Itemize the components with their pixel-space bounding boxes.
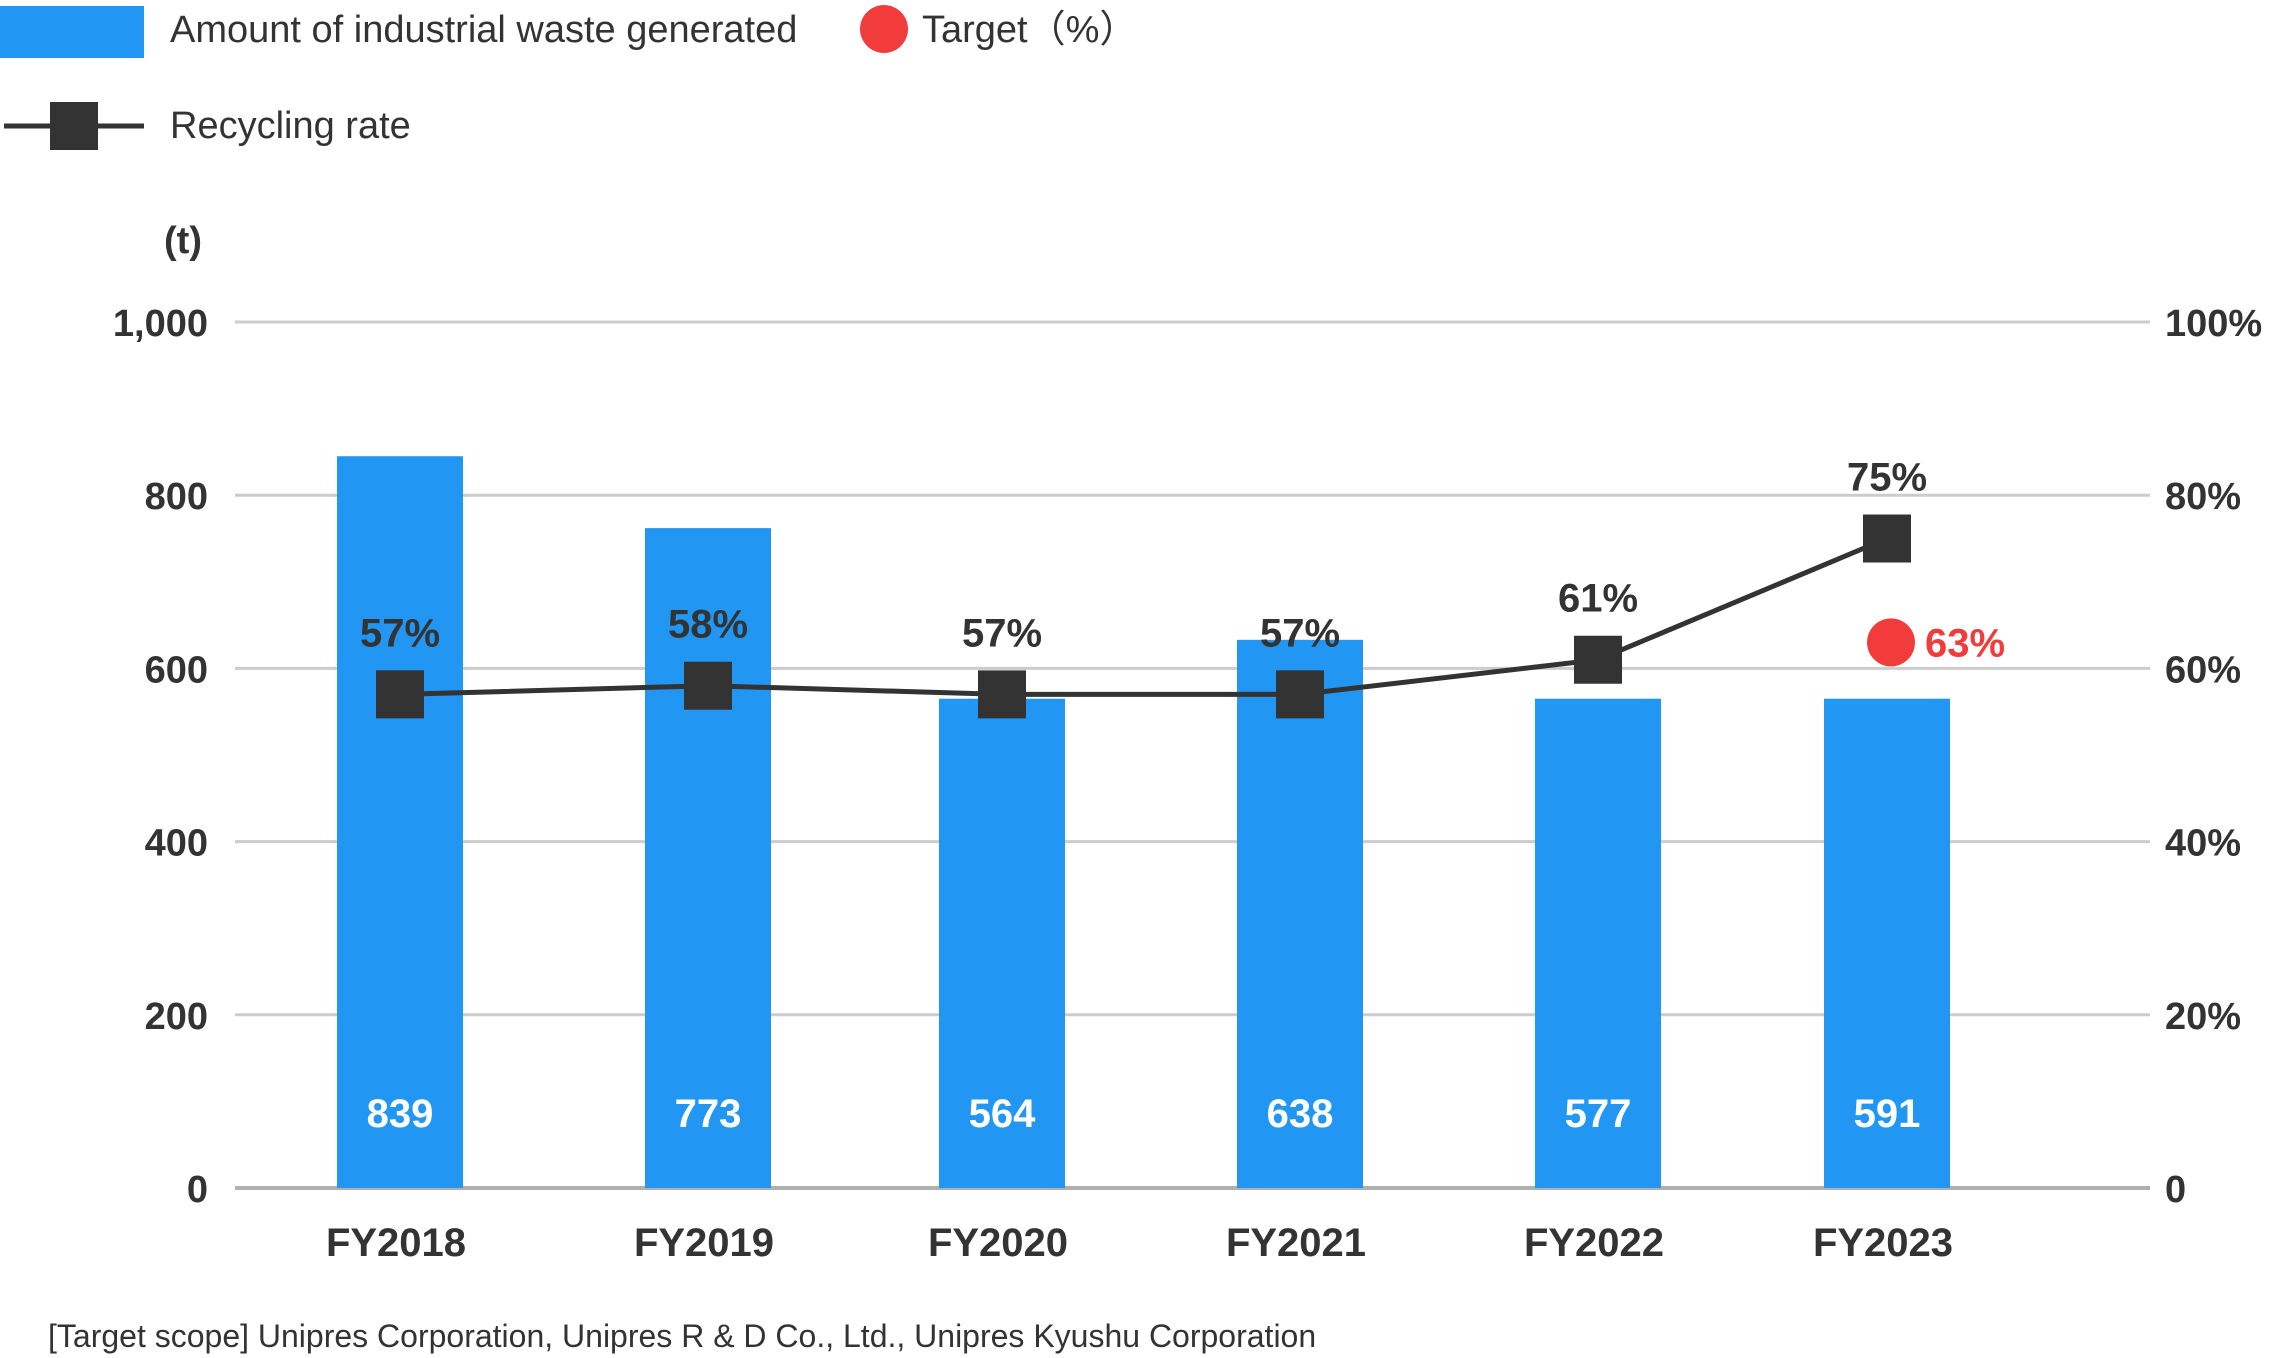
- legend-swatch-marker: [50, 102, 98, 150]
- right-tick-label: 100%: [2165, 303, 2262, 345]
- bar: [1237, 639, 1363, 1188]
- right-tick-label: 80%: [2165, 476, 2241, 518]
- category-label: FY2021: [1226, 1221, 1366, 1265]
- bar-value-label: 564: [969, 1092, 1036, 1136]
- line-marker: [376, 670, 424, 719]
- bar: [939, 698, 1065, 1188]
- right-tick-label: 0: [2165, 1169, 2186, 1211]
- line-marker: [1574, 635, 1622, 684]
- right-tick-label: 40%: [2165, 823, 2241, 865]
- left-tick-label: 800: [145, 476, 208, 518]
- rate-value-label: 58%: [668, 603, 748, 647]
- bar: [1535, 698, 1661, 1188]
- right-axis: 0 20% 40% 60% 80% 100%: [2165, 303, 2262, 1211]
- left-tick-label: 600: [145, 649, 208, 691]
- legend-label-target: Target（%）: [922, 9, 1137, 51]
- left-tick-label: 1,000: [113, 303, 208, 345]
- legend: Amount of industrial waste generated Targ…: [0, 5, 1137, 150]
- legend-label-recycling: Recycling rate: [170, 105, 411, 147]
- left-tick-label: 400: [145, 823, 208, 865]
- left-tick-label: 200: [145, 996, 208, 1038]
- legend-swatch-waste: [0, 6, 144, 58]
- line-series: 57% 58% 57% 57% 61% 75%: [360, 456, 1927, 719]
- legend-swatch-target: [860, 5, 908, 53]
- category-label: FY2022: [1524, 1221, 1664, 1265]
- bar: [337, 456, 463, 1189]
- rate-value-label: 57%: [962, 611, 1042, 655]
- target-marker: [1867, 618, 1915, 667]
- rate-value-label: 57%: [1260, 611, 1340, 655]
- line-marker: [978, 670, 1026, 719]
- category-label: FY2023: [1813, 1221, 1953, 1265]
- line-marker: [1276, 670, 1324, 719]
- category-axis: FY2018 FY2019 FY2020 FY2021 FY2022 FY2023: [326, 1221, 1953, 1265]
- target-series: 63%: [1867, 618, 2005, 667]
- left-axis: (t) 0 200 400 600 800 1,000: [113, 220, 208, 1211]
- rate-value-label: 61%: [1558, 577, 1638, 621]
- footnote: [Target scope] Unipres Corporation, Unip…: [48, 1318, 1317, 1354]
- left-axis-unit: (t): [164, 220, 202, 262]
- recycling-rate-line: [399, 536, 1888, 697]
- category-label: FY2018: [326, 1221, 466, 1265]
- bar-series: 839 773 564 638 577 591: [337, 456, 1950, 1189]
- left-tick-label: 0: [187, 1169, 208, 1211]
- gridlines: [235, 320, 2150, 1190]
- rate-value-label: 57%: [360, 611, 440, 655]
- bar: [1824, 698, 1950, 1188]
- line-marker: [684, 661, 732, 710]
- right-tick-label: 60%: [2165, 649, 2241, 691]
- target-value-label: 63%: [1925, 621, 2005, 665]
- bar-value-label: 591: [1854, 1092, 1921, 1136]
- legend-label-waste: Amount of industrial waste generated: [170, 9, 797, 51]
- bar-value-label: 839: [367, 1092, 434, 1136]
- bar: [645, 528, 771, 1188]
- rate-value-label: 75%: [1847, 456, 1927, 500]
- bar-value-label: 577: [1565, 1092, 1632, 1136]
- category-label: FY2020: [928, 1221, 1068, 1265]
- category-label: FY2019: [634, 1221, 774, 1265]
- line-marker: [1863, 514, 1911, 563]
- bar-value-label: 638: [1267, 1092, 1334, 1136]
- right-tick-label: 20%: [2165, 996, 2241, 1038]
- bar-value-label: 773: [675, 1092, 742, 1136]
